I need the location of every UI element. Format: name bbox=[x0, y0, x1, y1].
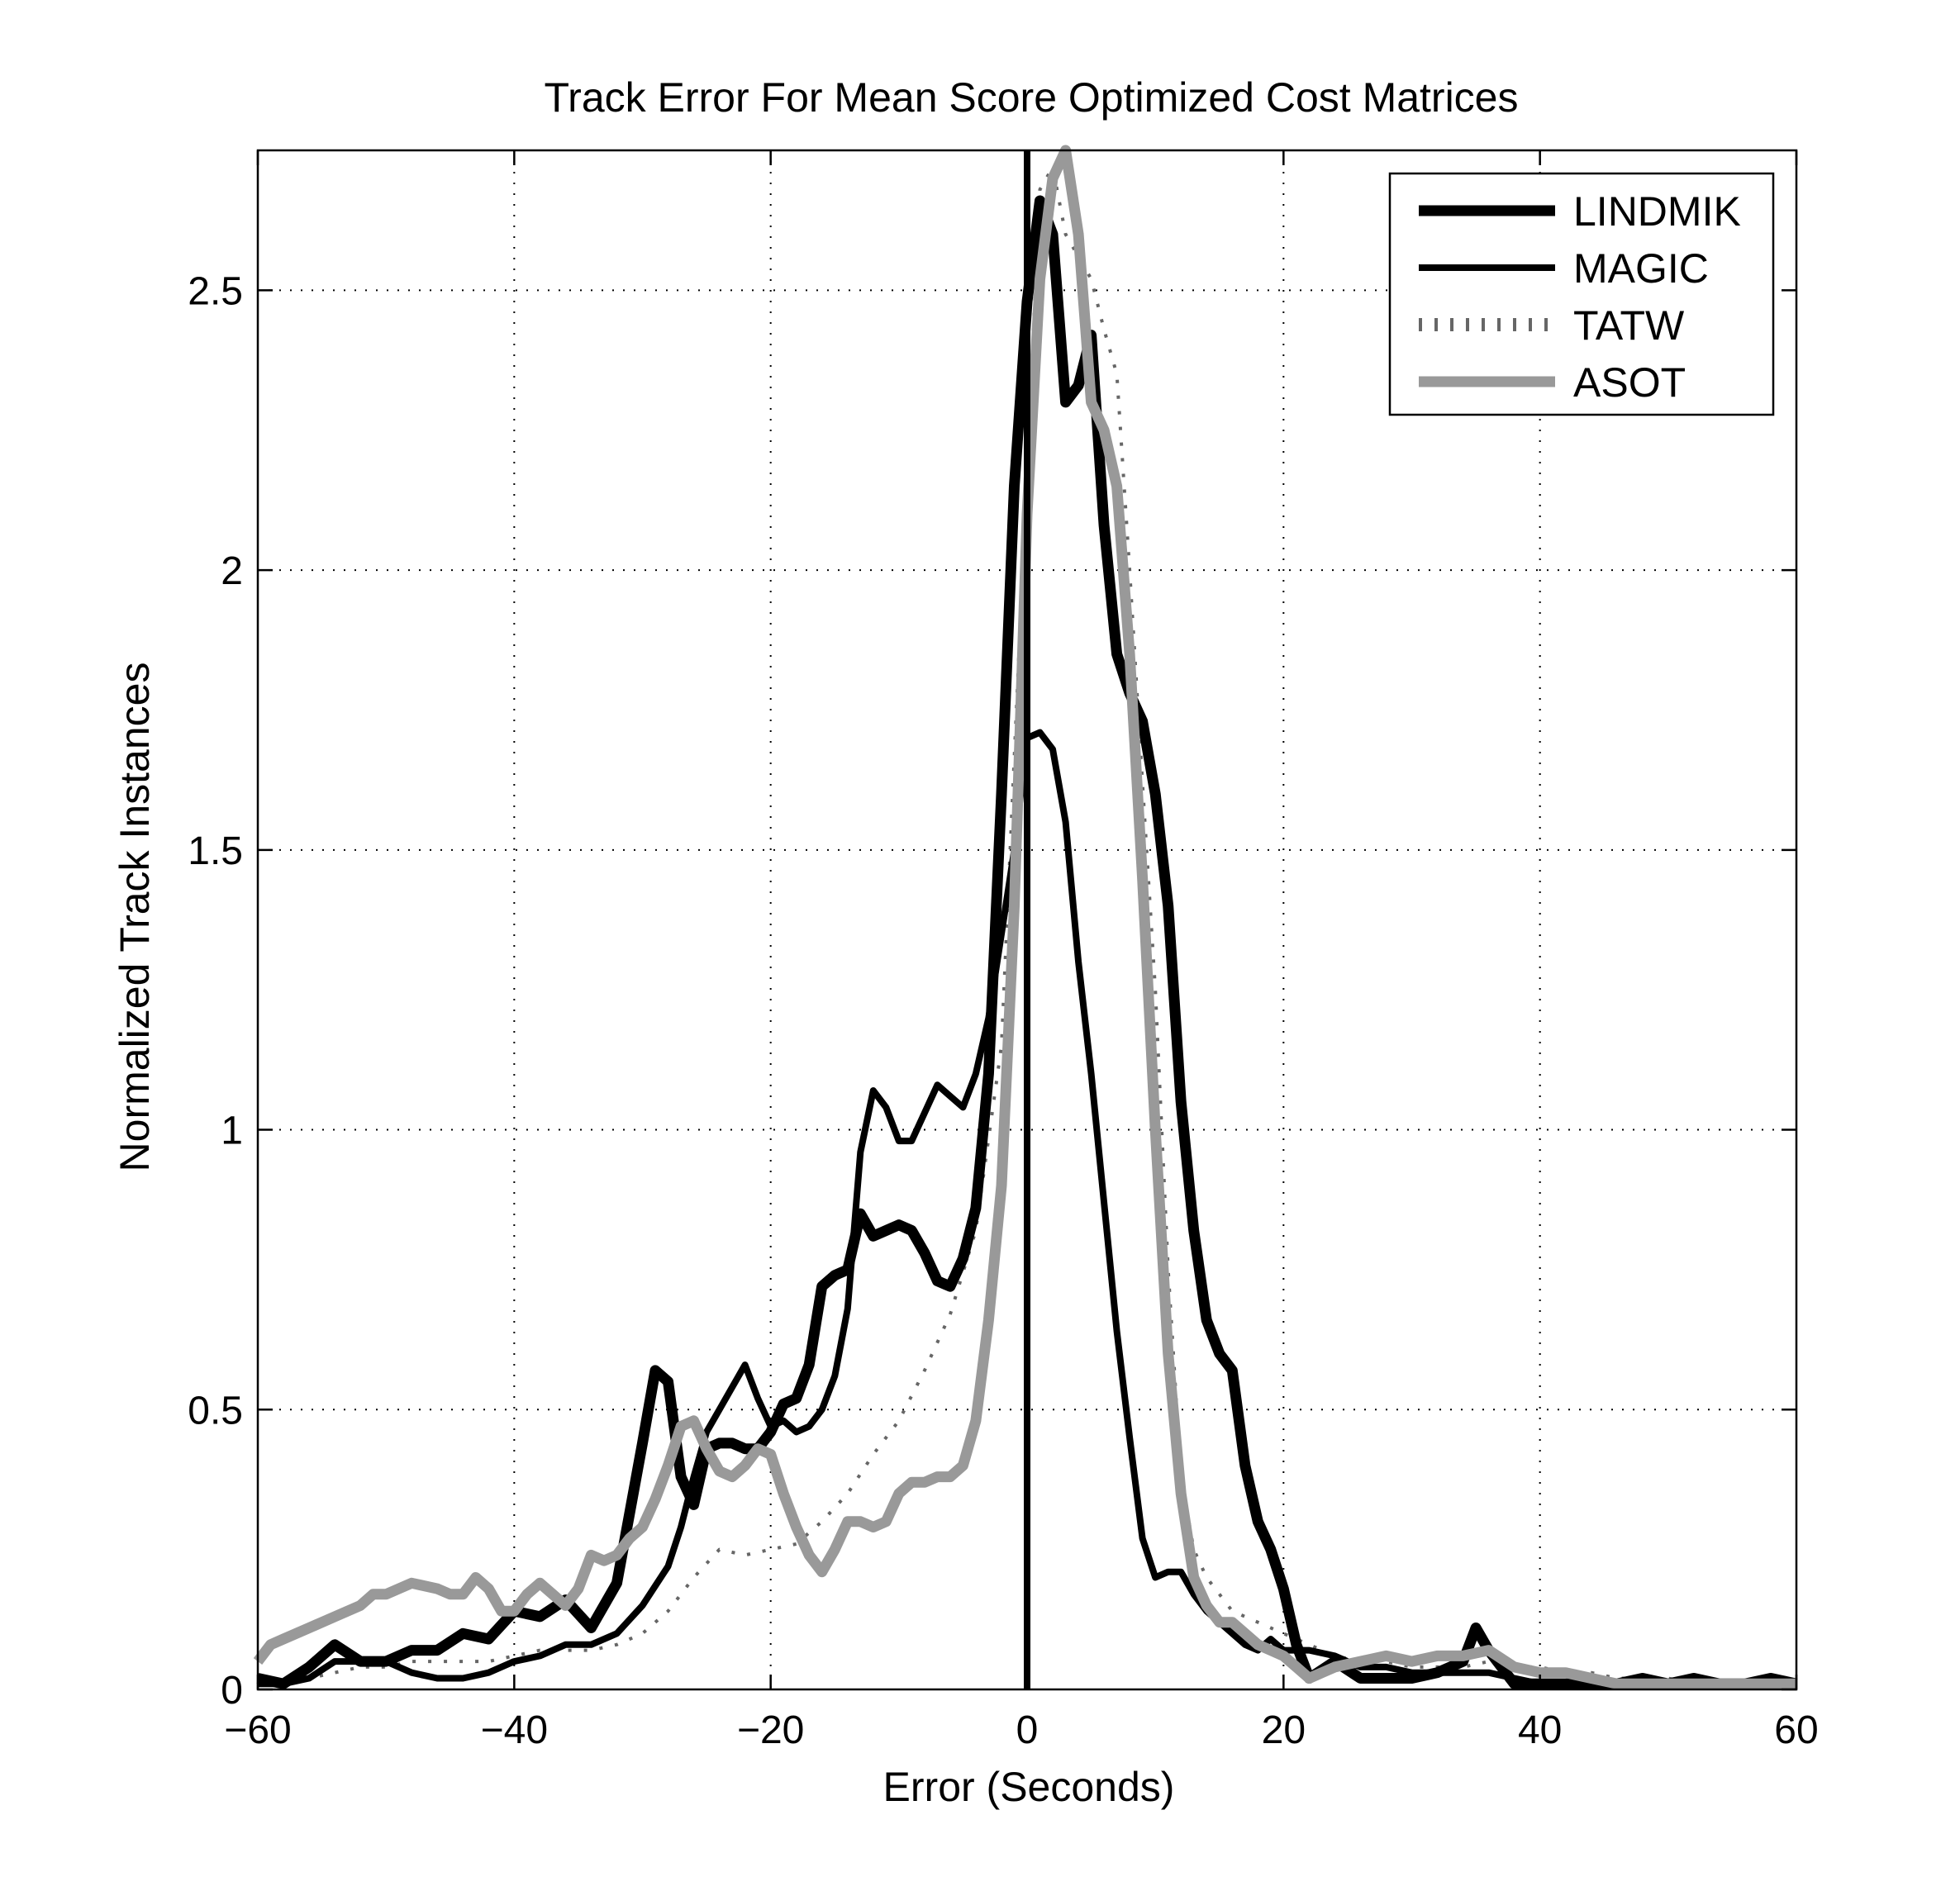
x-tick-label: −40 bbox=[481, 1708, 548, 1752]
series-line-asot bbox=[253, 145, 1796, 1689]
legend-label-asot: ASOT bbox=[1573, 359, 1686, 406]
legend-label-tatw: TATW bbox=[1573, 302, 1685, 349]
y-tick-label: 2 bbox=[221, 549, 243, 593]
y-tick-label: 0.5 bbox=[188, 1389, 243, 1433]
y-tick-label: 2.5 bbox=[188, 269, 243, 313]
legend: LINDMIK MAGIC TATW ASOT bbox=[1388, 172, 1775, 416]
y-tick-label: 1 bbox=[221, 1109, 243, 1153]
y-axis-label: Normalized Track Instances bbox=[112, 663, 158, 1172]
x-tick-label: 0 bbox=[1016, 1708, 1039, 1752]
y-tick-label: 0 bbox=[221, 1669, 243, 1713]
legend-label-lindmik: LINDMIK bbox=[1573, 188, 1741, 235]
x-tick-label: 20 bbox=[1262, 1708, 1306, 1752]
series-layer bbox=[253, 145, 1798, 1689]
legend-label-magic: MAGIC bbox=[1573, 245, 1709, 292]
axis-ticks: −60 −40 −20 0 20 40 60 0 0.5 1 1.5 2 2.5 bbox=[188, 150, 1819, 1752]
x-tick-label: 40 bbox=[1518, 1708, 1562, 1752]
series-line-lindmik bbox=[256, 195, 1798, 1689]
chart-title: Track Error For Mean Score Optimized Cos… bbox=[545, 74, 1519, 121]
x-tick-label: −20 bbox=[737, 1708, 804, 1752]
x-axis-label: Error (Seconds) bbox=[883, 1764, 1175, 1810]
x-tick-label: −60 bbox=[224, 1708, 291, 1752]
y-tick-label: 1.5 bbox=[188, 829, 243, 873]
x-tick-label: 60 bbox=[1774, 1708, 1818, 1752]
